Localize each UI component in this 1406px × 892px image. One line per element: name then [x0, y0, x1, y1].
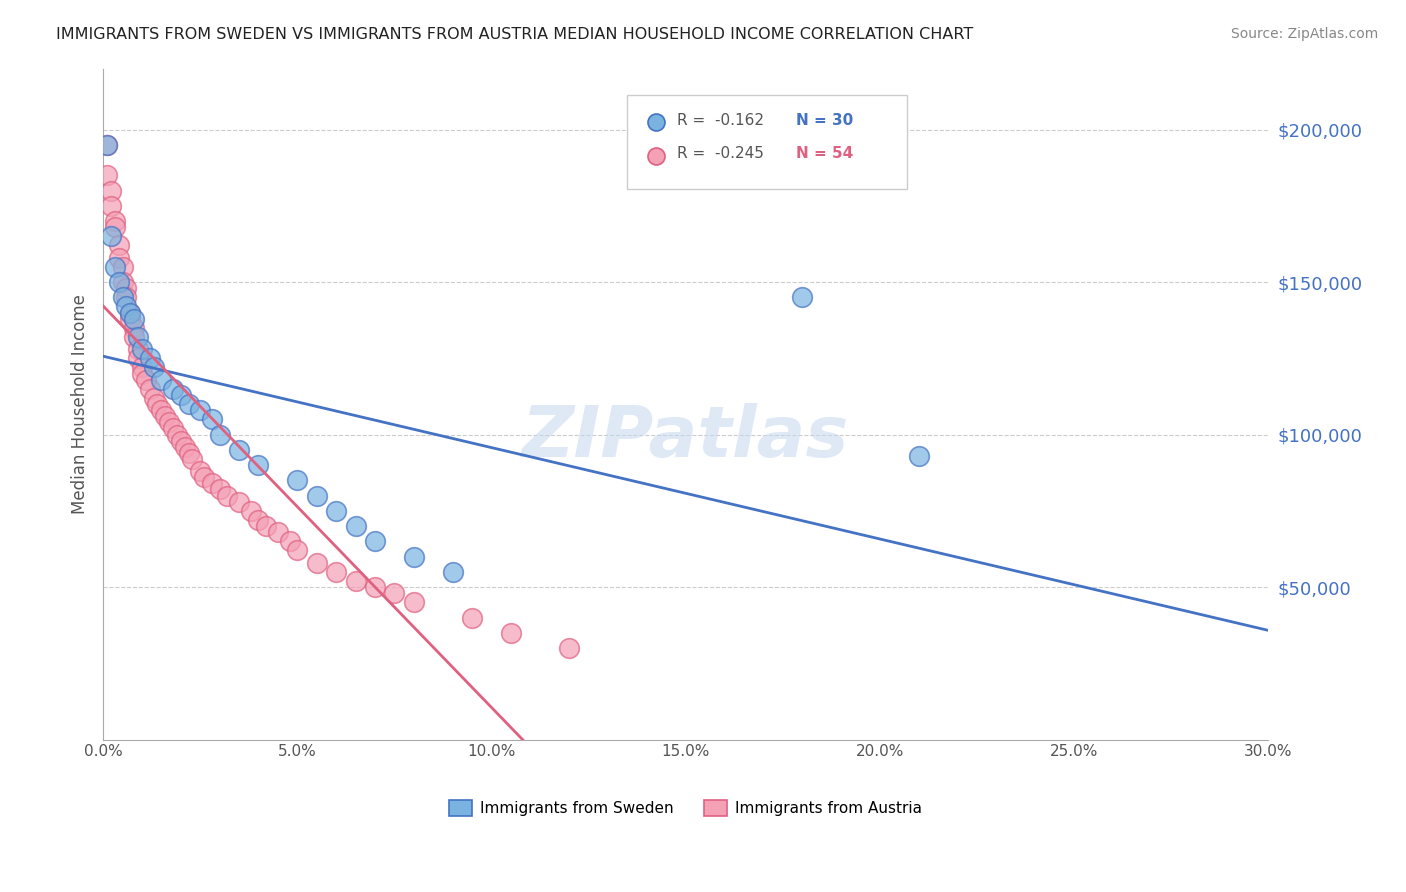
Point — [131, 360, 153, 375]
Point — [305, 556, 328, 570]
Point — [208, 427, 231, 442]
Point — [278, 534, 301, 549]
Point — [162, 421, 184, 435]
Point — [115, 300, 138, 314]
Point — [111, 290, 134, 304]
Point — [107, 238, 129, 252]
Text: N = 30: N = 30 — [796, 112, 853, 128]
Point — [201, 412, 224, 426]
Point — [100, 184, 122, 198]
Point — [344, 574, 367, 588]
Point — [131, 367, 153, 381]
Point — [305, 489, 328, 503]
Point — [146, 397, 169, 411]
Point — [382, 586, 405, 600]
Point — [228, 494, 250, 508]
Point — [239, 504, 262, 518]
Point — [115, 290, 138, 304]
Point — [107, 251, 129, 265]
Point — [201, 476, 224, 491]
Point — [166, 427, 188, 442]
Point — [461, 610, 484, 624]
Point — [173, 440, 195, 454]
Point — [122, 311, 145, 326]
Point — [155, 409, 177, 424]
Point — [96, 168, 118, 182]
Point — [138, 351, 160, 366]
Point — [100, 229, 122, 244]
Point — [499, 625, 522, 640]
Point — [402, 549, 425, 564]
Point — [181, 452, 204, 467]
Point — [254, 519, 277, 533]
Y-axis label: Median Household Income: Median Household Income — [72, 294, 89, 514]
Point — [120, 305, 142, 319]
Text: R =  -0.162: R = -0.162 — [678, 112, 765, 128]
Point — [104, 214, 127, 228]
Point — [325, 565, 347, 579]
Point — [188, 464, 211, 478]
Point — [177, 446, 200, 460]
Point — [558, 641, 581, 656]
FancyBboxPatch shape — [627, 95, 907, 189]
Point — [104, 260, 127, 274]
Point — [907, 449, 929, 463]
Point — [364, 534, 387, 549]
Point — [142, 391, 165, 405]
Point — [138, 382, 160, 396]
Point — [127, 330, 149, 344]
Point — [96, 137, 118, 152]
Point — [150, 373, 173, 387]
Point — [188, 403, 211, 417]
Point — [441, 565, 464, 579]
Point — [177, 397, 200, 411]
Point — [122, 330, 145, 344]
Point — [285, 543, 308, 558]
Point — [247, 513, 270, 527]
Point — [402, 595, 425, 609]
Legend: Immigrants from Sweden, Immigrants from Austria: Immigrants from Sweden, Immigrants from … — [443, 794, 928, 822]
Point — [120, 311, 142, 326]
Text: N = 54: N = 54 — [796, 146, 853, 161]
Point — [247, 458, 270, 472]
Point — [325, 504, 347, 518]
Point — [107, 275, 129, 289]
Point — [131, 342, 153, 356]
Point — [115, 281, 138, 295]
Point — [170, 434, 193, 448]
Point — [135, 373, 157, 387]
Point — [170, 388, 193, 402]
Point — [193, 470, 215, 484]
Point — [104, 220, 127, 235]
Point — [127, 342, 149, 356]
Point — [344, 519, 367, 533]
Point — [100, 199, 122, 213]
Point — [157, 415, 180, 429]
Point — [120, 305, 142, 319]
Point — [162, 382, 184, 396]
Point — [150, 403, 173, 417]
Point — [111, 275, 134, 289]
Text: R =  -0.245: R = -0.245 — [678, 146, 765, 161]
Point — [267, 525, 290, 540]
Point — [285, 473, 308, 487]
Point — [111, 260, 134, 274]
Point — [122, 320, 145, 334]
Point — [96, 137, 118, 152]
Text: IMMIGRANTS FROM SWEDEN VS IMMIGRANTS FROM AUSTRIA MEDIAN HOUSEHOLD INCOME CORREL: IMMIGRANTS FROM SWEDEN VS IMMIGRANTS FRO… — [56, 27, 973, 42]
Text: ZIPatlas: ZIPatlas — [522, 403, 849, 472]
Text: Source: ZipAtlas.com: Source: ZipAtlas.com — [1230, 27, 1378, 41]
Point — [142, 360, 165, 375]
Point — [790, 290, 813, 304]
Point — [208, 483, 231, 497]
Point — [127, 351, 149, 366]
Point — [228, 442, 250, 457]
Point — [364, 580, 387, 594]
Point — [217, 489, 239, 503]
